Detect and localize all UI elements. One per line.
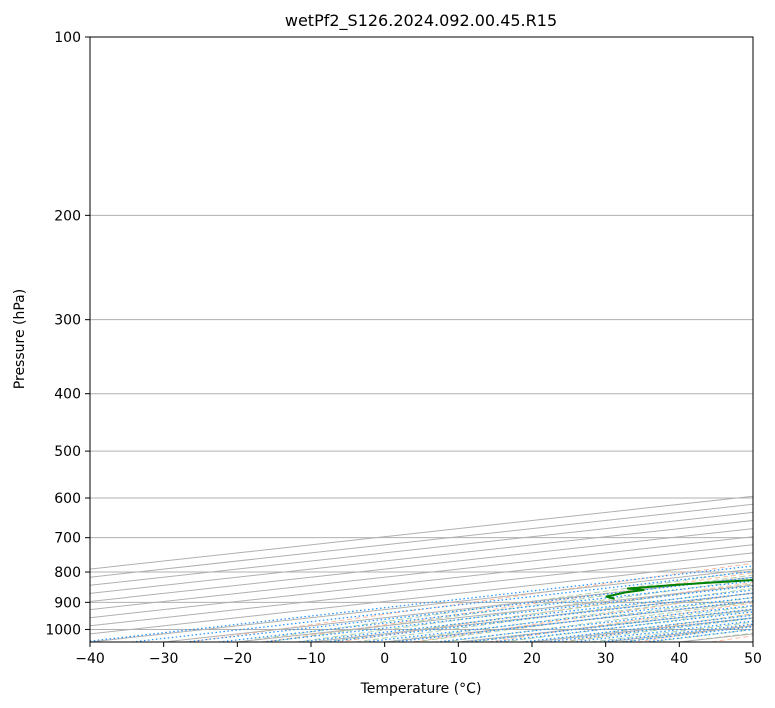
- y-tick-label: 600: [54, 491, 81, 507]
- x-tick-label: −30: [149, 651, 179, 667]
- moist-adiabat-line: [355, 587, 753, 642]
- x-tick-label: 0: [380, 651, 389, 667]
- mixing-ratio-line: [492, 611, 753, 642]
- plot-area: 0.10.20.40.611.52346810131620253036-100-…: [90, 37, 753, 642]
- isotherm-line: [90, 536, 753, 611]
- y-tick-label: 400: [54, 387, 81, 403]
- y-axis-title: Pressure (hPa): [12, 289, 28, 389]
- mixing-ratio-line: [436, 604, 753, 642]
- isotherm-line: [90, 511, 753, 586]
- mixing-ratio-line: [467, 608, 753, 642]
- x-tick-label: −20: [223, 651, 253, 667]
- isotherm-line: [90, 528, 753, 603]
- y-tick-label: 200: [54, 208, 81, 224]
- moist-adiabat-line: [296, 578, 753, 642]
- x-tick-label: 20: [523, 651, 541, 667]
- y-tick-label: 800: [54, 565, 81, 581]
- moist-adiabat-line: [266, 574, 753, 642]
- y-tick-label: 500: [54, 444, 81, 460]
- mixing-ratio-line: [522, 614, 753, 642]
- y-tick-label: 1000: [45, 622, 81, 638]
- y-tick-label: 300: [54, 313, 81, 329]
- x-tick-label: 50: [744, 651, 762, 667]
- x-tick-label: 30: [597, 651, 615, 667]
- y-tick-label: 100: [54, 30, 81, 46]
- x-tick-label: −40: [75, 651, 105, 667]
- y-tick-label: 900: [54, 595, 81, 611]
- chart-title: wetPf2_S126.2024.092.00.45.R15: [285, 11, 557, 31]
- x-tick-label: 40: [670, 651, 688, 667]
- x-tick-label: 10: [449, 651, 467, 667]
- isotherm-line: [90, 503, 753, 578]
- isotherm-line: [90, 495, 753, 570]
- x-axis-title: Temperature (°C): [360, 681, 482, 697]
- x-tick-label: −10: [296, 651, 326, 667]
- y-tick-label: 700: [54, 531, 81, 547]
- plot-frame: [89, 36, 754, 643]
- isotherm-line: [90, 520, 753, 594]
- mixing-ratio-line: [90, 565, 753, 642]
- moist-adiabat-line: [384, 592, 753, 642]
- mixing-ratio-line: [546, 617, 753, 642]
- mixing-ratio-line: [131, 570, 753, 642]
